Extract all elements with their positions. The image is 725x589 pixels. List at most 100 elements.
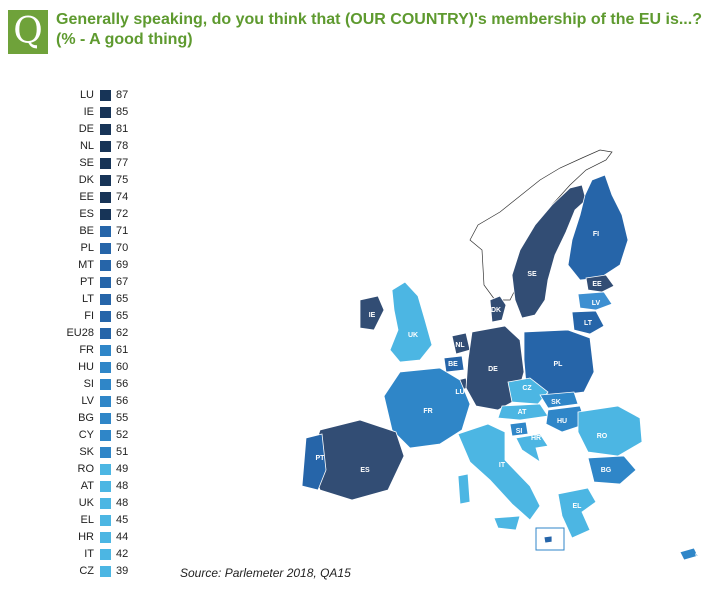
malta-inset-box [535, 527, 565, 551]
legend-row-dk: DK 75 [50, 172, 170, 189]
legend-row-be: BE 71 [50, 223, 170, 240]
legend-swatch [100, 311, 111, 322]
legend-swatch [100, 566, 111, 577]
map-label-se: SE [527, 271, 537, 278]
map-label-fr: FR [423, 408, 432, 415]
legend-code: ES [79, 208, 94, 220]
legend-code: SK [79, 446, 94, 458]
map-label-cz: CZ [522, 385, 532, 392]
legend-row-lu: LU 87 [50, 87, 170, 104]
region-el [557, 487, 597, 539]
map-label-it: IT [499, 462, 506, 469]
legend-value: 81 [116, 123, 129, 135]
legend-value: 71 [116, 225, 129, 237]
map-label-uk: UK [408, 332, 418, 339]
map-label-nl: NL [455, 342, 465, 349]
region-sk [539, 391, 579, 409]
legend-row-se: SE 77 [50, 155, 170, 172]
region-no [469, 149, 613, 301]
legend-value: 78 [116, 140, 129, 152]
region-ee [585, 274, 615, 293]
map-label-pl: PL [554, 361, 564, 368]
legend-value: 85 [116, 106, 129, 118]
legend-swatch [100, 481, 111, 492]
legend-swatch [100, 447, 111, 458]
map-label-be: BE [448, 361, 458, 368]
legend-code: LT [81, 293, 94, 305]
region-cy [679, 547, 699, 561]
legend-value: 67 [116, 276, 129, 288]
legend-swatch [100, 413, 111, 424]
map-label-dk: DK [491, 307, 501, 314]
legend-value: 39 [116, 565, 129, 577]
legend-code: LV [81, 395, 94, 407]
map-label-ee: EE [592, 281, 602, 288]
legend-row-eu28: EU28 62 [50, 325, 170, 342]
region-ro [577, 405, 643, 457]
legend-swatch [100, 124, 111, 135]
legend-row-lv: LV 56 [50, 393, 170, 410]
legend-swatch [100, 464, 111, 475]
legend-row-uk: UK 48 [50, 495, 170, 512]
legend-swatch [100, 226, 111, 237]
legend-code: PT [79, 276, 94, 288]
region-fr [383, 367, 471, 449]
legend-value: 48 [116, 497, 129, 509]
legend-code: NL [79, 140, 94, 152]
legend-swatch [100, 192, 111, 203]
legend-swatch [100, 175, 111, 186]
legend-value: 42 [116, 548, 129, 560]
legend-swatch [100, 243, 111, 254]
map-label-ro: RO [597, 433, 608, 440]
legend-value: 77 [116, 157, 129, 169]
legend-row-ie: IE 85 [50, 104, 170, 121]
legend-row-hr: HR 44 [50, 529, 170, 546]
map-label-lt: LT [584, 320, 593, 327]
legend-code: EE [79, 191, 94, 203]
legend-value: 75 [116, 174, 129, 186]
legend-value: 56 [116, 378, 129, 390]
legend-value: 55 [116, 412, 129, 424]
legend-row-pl: PL 70 [50, 240, 170, 257]
legend-swatch [100, 430, 111, 441]
legend-row-fi: FI 65 [50, 308, 170, 325]
legend-swatch [100, 379, 111, 390]
legend-swatch [100, 396, 111, 407]
legend-code: SE [79, 157, 94, 169]
map-label-hr: HR [531, 435, 541, 442]
legend-swatch [100, 532, 111, 543]
legend-code: RO [77, 463, 95, 475]
chart-title: Generally speaking, do you think that (O… [56, 10, 702, 50]
legend-code: MT [78, 259, 94, 271]
legend-swatch [100, 277, 111, 288]
map-label-cy: CY [695, 552, 705, 559]
legend-code: CZ [79, 565, 94, 577]
map-label-sk: SK [551, 399, 561, 406]
question-badge: Q [8, 10, 48, 54]
legend-row-es: ES 72 [50, 206, 170, 223]
region-pt [301, 433, 327, 491]
legend-value: 65 [116, 293, 129, 305]
legend-swatch [100, 328, 111, 339]
map-label-de: DE [488, 366, 498, 373]
legend-value: 60 [116, 361, 129, 373]
legend-row-si: SI 56 [50, 376, 170, 393]
title-line-1: Generally speaking, do you think that (O… [56, 11, 702, 28]
legend-value: 69 [116, 259, 129, 271]
legend-code: UK [78, 497, 94, 509]
legend-row-cy: CY 52 [50, 427, 170, 444]
legend-code: DK [78, 174, 94, 186]
region-hr [515, 433, 549, 463]
legend-value: 56 [116, 395, 129, 407]
map-label-lu: LU [455, 389, 464, 396]
region-mt [543, 535, 553, 544]
map-label-es: ES [360, 467, 370, 474]
region-ie [359, 295, 385, 331]
map-label-ie: IE [369, 312, 376, 319]
map-labels: FI SE EE LV LT DK IE UK NL BE LU DE PL CZ SK AT HU SI HR RO… [316, 231, 706, 559]
legend-row-el: EL 45 [50, 512, 170, 529]
legend-row-cz: CZ 39 [50, 563, 170, 580]
region-hu [545, 405, 587, 433]
region-it-sardinia [457, 473, 471, 505]
legend-row-mt: MT 69 [50, 257, 170, 274]
